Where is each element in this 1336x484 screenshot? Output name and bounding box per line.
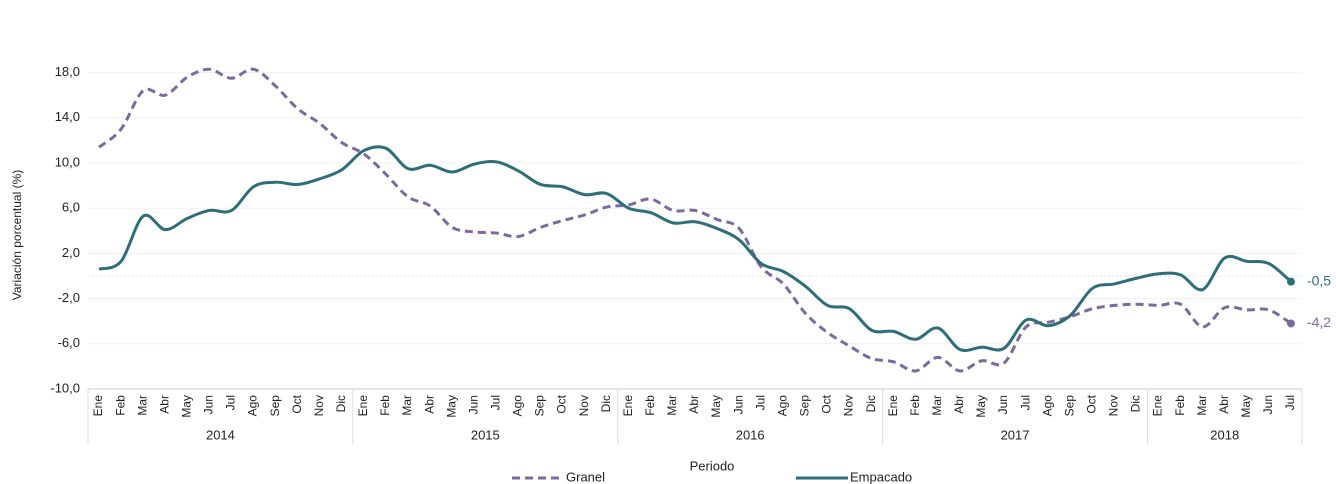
x-tick-label: Ene	[91, 395, 105, 417]
x-tick-label: Feb	[1173, 395, 1187, 416]
x-tick-label: Mar	[135, 395, 149, 416]
x-tick-label: Abr	[1217, 395, 1231, 414]
year-label: 2016	[736, 427, 765, 442]
x-tick-label: Ene	[886, 395, 900, 417]
x-tick-label: Jul	[1283, 395, 1297, 410]
x-tick-label: Jul	[224, 395, 238, 410]
x-tick-label: Abr	[157, 395, 171, 414]
x-tick-label: Abr	[952, 395, 966, 414]
legend-label: Empacado	[850, 469, 912, 484]
x-tick-label: Dic	[334, 395, 348, 412]
x-tick-label: Ene	[1151, 395, 1165, 417]
x-tick-label: Oct	[820, 394, 834, 413]
x-tick-label: Feb	[378, 395, 392, 416]
year-label: 2015	[471, 427, 500, 442]
x-tick-label: Feb	[908, 395, 922, 416]
series-line	[98, 145, 1292, 352]
x-tick-label: Mar	[665, 395, 679, 416]
x-tick-label: Abr	[687, 395, 701, 414]
x-tick-label: Jul	[753, 395, 767, 410]
x-tick-label: Ene	[356, 395, 370, 417]
x-tick-label: Abr	[422, 395, 436, 414]
year-label: 2014	[206, 427, 235, 442]
x-tick-label: Mar	[930, 395, 944, 416]
x-tick-label: Jun	[1261, 395, 1275, 414]
x-tick-label: Ago	[511, 395, 525, 417]
x-tick-label: Dic	[599, 395, 613, 412]
x-tick-label: Ene	[621, 395, 635, 417]
x-tick-label: Oct	[290, 394, 304, 413]
x-tick-label: Sep	[533, 395, 547, 417]
x-tick-label: Ago	[246, 395, 260, 417]
x-tick-label: Jul	[489, 395, 503, 410]
x-tick-label: Sep	[798, 395, 812, 417]
y-tick-label: 18,0	[55, 64, 80, 79]
x-axis-title: Periodo	[690, 458, 735, 473]
x-tick-label: Mar	[400, 395, 414, 416]
x-tick-label: Jul	[1018, 395, 1032, 410]
x-tick-label: Ago	[1040, 395, 1054, 417]
end-marker	[1286, 277, 1295, 286]
x-tick-label: Dic	[1129, 395, 1143, 412]
x-tick-label: Nov	[577, 395, 591, 416]
legend-label: Granel	[566, 469, 605, 484]
x-tick-label: Oct	[555, 394, 569, 413]
x-tick-label: Mar	[1195, 395, 1209, 416]
y-tick-label: -2,0	[58, 290, 80, 305]
x-tick-label: Feb	[113, 395, 127, 416]
y-tick-label: 10,0	[55, 154, 80, 169]
x-tick-label: May	[709, 395, 723, 418]
year-label: 2017	[1001, 427, 1030, 442]
value-label: -4,2	[1307, 314, 1331, 330]
x-tick-label: Jun	[996, 395, 1010, 414]
x-tick-label: Jun	[202, 395, 216, 414]
x-tick-label: Jun	[731, 395, 745, 414]
x-tick-label: Nov	[1107, 395, 1121, 416]
x-tick-label: Nov	[842, 395, 856, 416]
x-tick-label: Dic	[864, 395, 878, 412]
y-tick-label: 14,0	[55, 109, 80, 124]
x-tick-label: Feb	[643, 395, 657, 416]
x-tick-label: May	[1239, 395, 1253, 418]
y-tick-label: -10,0	[50, 380, 80, 395]
y-axis-title: Variación porcentual (%)	[10, 170, 24, 301]
y-tick-label: 6,0	[62, 200, 80, 215]
y-tick-label: 2,0	[62, 245, 80, 260]
end-marker	[1286, 319, 1295, 328]
x-tick-label: Jun	[466, 395, 480, 414]
x-tick-label: May	[974, 395, 988, 418]
x-tick-label: Oct	[1084, 394, 1098, 413]
year-label: 2018	[1210, 427, 1239, 442]
x-tick-label: Sep	[268, 395, 282, 417]
x-tick-label: Sep	[1062, 395, 1076, 417]
series-line	[98, 67, 1292, 373]
y-tick-label: -6,0	[58, 335, 80, 350]
x-tick-label: May	[444, 395, 458, 418]
x-tick-label: May	[179, 395, 193, 418]
x-tick-label: Nov	[312, 395, 326, 416]
value-label: -0,5	[1307, 272, 1331, 288]
x-tick-label: Ago	[775, 395, 789, 417]
